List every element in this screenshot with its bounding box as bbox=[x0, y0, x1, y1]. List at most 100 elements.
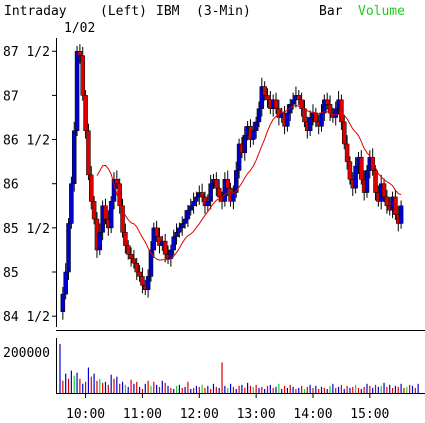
scale-side-label: (Left) bbox=[100, 4, 147, 19]
volume-tick-labels: 200000 bbox=[3, 346, 50, 361]
price-bar-body bbox=[299, 99, 304, 109]
price-tick-label: 86 bbox=[3, 178, 19, 193]
price-bar-body bbox=[384, 196, 390, 207]
price-bar-body bbox=[347, 161, 353, 180]
time-tick-label: 11:00 bbox=[123, 407, 162, 422]
price-bar-body bbox=[373, 170, 378, 193]
price-bar-body bbox=[370, 156, 375, 171]
price-bar-body bbox=[83, 95, 88, 131]
price-bar-body bbox=[256, 108, 262, 123]
price-bar-body bbox=[344, 143, 350, 162]
price-bar-body bbox=[208, 183, 213, 202]
price-bar-body bbox=[137, 271, 142, 277]
price-bar-body bbox=[233, 170, 239, 193]
price-bar-body bbox=[131, 258, 137, 264]
price-bar-body bbox=[342, 121, 347, 145]
price-bar-body bbox=[225, 179, 230, 189]
price-bar-body bbox=[199, 192, 205, 198]
price-bar-body bbox=[290, 99, 296, 105]
price-bar-body bbox=[182, 218, 188, 224]
volume-tick-label: 200000 bbox=[3, 346, 50, 361]
price-bar-body bbox=[205, 201, 211, 207]
price-bar-body bbox=[191, 201, 196, 207]
price-bar-body bbox=[313, 112, 319, 123]
price-bar-body bbox=[162, 240, 168, 255]
price-bar-body bbox=[179, 223, 185, 229]
time-tick-labels: 10:00 11:00 12:00 13:00 14:00 15:00 bbox=[66, 393, 389, 422]
price-bar-body bbox=[66, 223, 71, 273]
price-bar-body bbox=[359, 156, 364, 180]
price-bar-body bbox=[77, 50, 83, 56]
price-bar-body bbox=[114, 179, 120, 184]
price-bar-body bbox=[398, 205, 404, 224]
price-bars bbox=[60, 44, 404, 320]
price-bar-body bbox=[216, 187, 222, 198]
price-bar-body bbox=[242, 134, 248, 154]
price-bar-body bbox=[108, 201, 114, 229]
chart-style-label: Bar bbox=[319, 4, 343, 19]
price-bar-body bbox=[89, 174, 94, 202]
price-bar-body bbox=[324, 99, 330, 105]
symbol-label: IBM bbox=[156, 4, 180, 19]
price-bar-body bbox=[69, 183, 74, 224]
price-bar-body bbox=[145, 276, 151, 290]
price-tick-labels: 87 1/2 87 86 1/2 86 85 1/2 85 84 1/2 bbox=[3, 45, 56, 325]
price-bar-body bbox=[214, 179, 219, 189]
price-bar-body bbox=[381, 183, 387, 198]
price-bar-body bbox=[188, 205, 194, 211]
period-label: (3-Min) bbox=[196, 4, 251, 19]
price-bar-body bbox=[253, 121, 259, 131]
price-bar-body bbox=[322, 99, 327, 114]
price-bar-body bbox=[125, 245, 131, 255]
price-bar-body bbox=[222, 179, 228, 202]
price-bar-body bbox=[177, 227, 182, 233]
price-bar-body bbox=[307, 117, 313, 131]
interval-label: Intraday bbox=[4, 4, 67, 19]
price-bar-body bbox=[333, 108, 338, 118]
time-tick-label: 12:00 bbox=[180, 407, 219, 422]
price-bar-body bbox=[236, 143, 242, 171]
price-bar-body bbox=[60, 293, 66, 313]
price-bar-body bbox=[97, 232, 103, 251]
price-bar-body bbox=[319, 112, 324, 127]
price-bar-body bbox=[134, 262, 139, 273]
price-tick-label: 87 bbox=[3, 89, 19, 104]
price-bar-body bbox=[151, 227, 157, 251]
price-tick-label: 84 1/2 bbox=[3, 310, 50, 325]
price-bar-body bbox=[339, 99, 344, 123]
time-tick-label: 13:00 bbox=[237, 407, 276, 422]
price-bar-body bbox=[148, 249, 154, 277]
price-bar-body bbox=[86, 130, 91, 176]
price-bar-body bbox=[140, 276, 145, 286]
price-bar-body bbox=[296, 95, 302, 101]
price-bar-body bbox=[120, 205, 125, 233]
price-bar-body bbox=[128, 254, 134, 260]
price-bar-body bbox=[364, 170, 370, 193]
price-tick-label: 86 1/2 bbox=[3, 134, 50, 149]
price-bar-body bbox=[74, 50, 80, 131]
volume-bars bbox=[59, 344, 419, 393]
moving-average-line bbox=[96, 104, 402, 261]
time-tick-label: 15:00 bbox=[350, 407, 389, 422]
price-bar-body bbox=[265, 95, 270, 101]
price-bar-body bbox=[80, 55, 85, 96]
price-tick-label: 85 1/2 bbox=[3, 222, 50, 237]
price-tick-label: 87 1/2 bbox=[3, 45, 50, 60]
price-bar-body bbox=[273, 99, 279, 109]
price-bar-body bbox=[251, 130, 256, 140]
price-bar-body bbox=[71, 130, 77, 184]
price-panel: 87 1/2 87 86 1/2 86 85 1/2 85 84 1/2 bbox=[3, 38, 404, 327]
price-bar-body bbox=[262, 86, 267, 96]
price-bar-body bbox=[231, 192, 236, 202]
time-tick-label: 10:00 bbox=[66, 407, 105, 422]
price-bar-body bbox=[91, 201, 97, 220]
price-tick-label: 85 bbox=[3, 266, 19, 281]
price-bar-body bbox=[123, 232, 128, 246]
price-bar-body bbox=[302, 108, 307, 123]
date-label: 1/02 bbox=[64, 21, 95, 36]
price-bar-body bbox=[287, 103, 293, 114]
volume-panel: 200000 bbox=[3, 338, 425, 394]
price-bar-body bbox=[171, 236, 176, 251]
price-bar-body bbox=[103, 205, 108, 220]
